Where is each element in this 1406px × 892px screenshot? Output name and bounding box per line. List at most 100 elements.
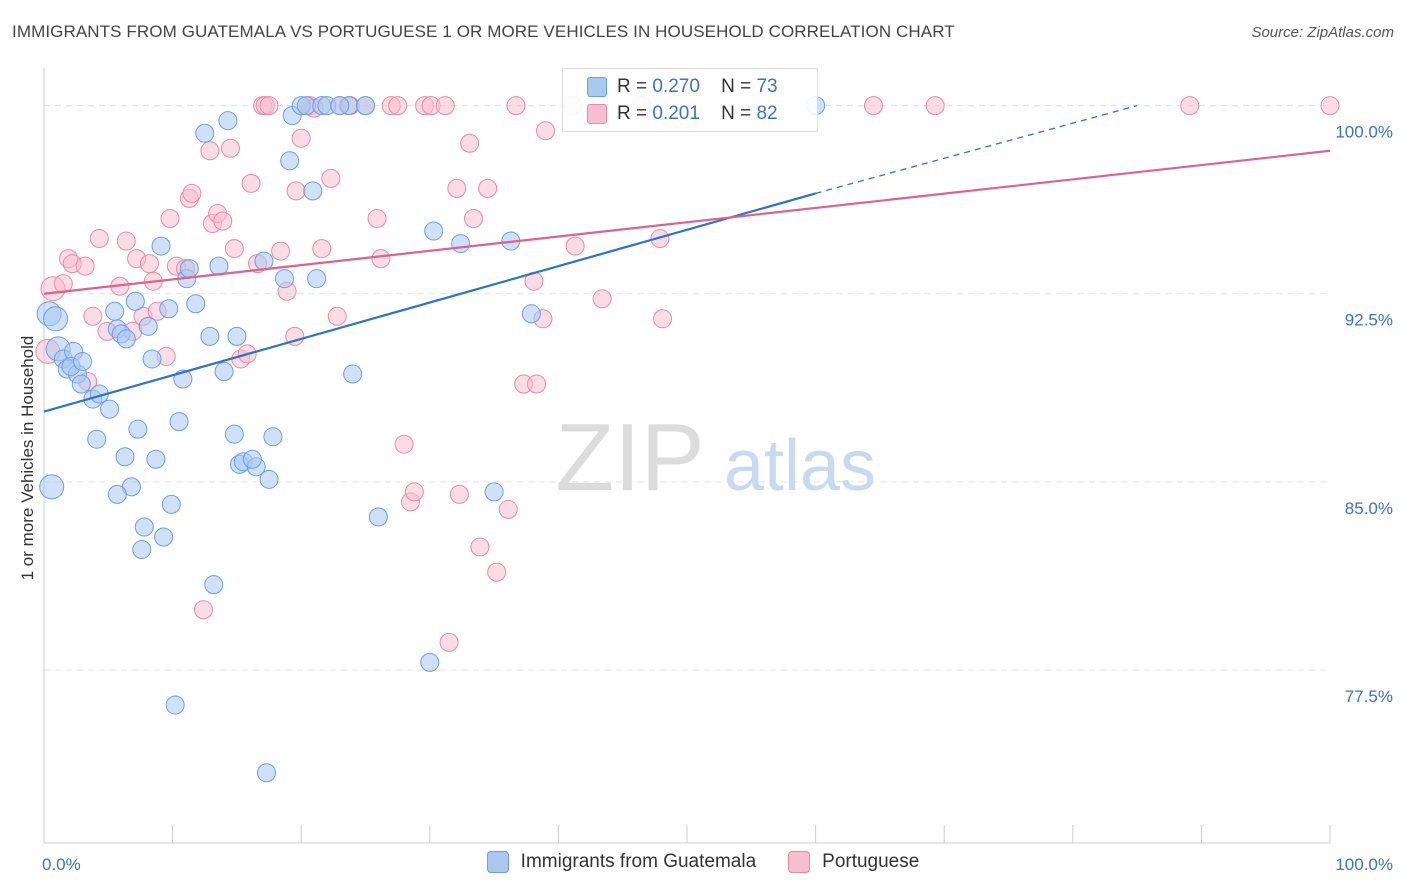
data-point-guatemala — [165, 695, 185, 715]
legend-label-portuguese: Portuguese — [822, 851, 920, 872]
data-point-guatemala — [356, 96, 375, 116]
data-point-portuguese — [536, 121, 556, 141]
data-point-guatemala — [161, 494, 181, 514]
data-point-guatemala — [420, 652, 440, 672]
trend-line-guatemala — [43, 192, 816, 413]
stats-legend: R = 0.270 N = 73 R = 0.201 N = 82 — [562, 68, 818, 132]
data-point-portuguese — [439, 632, 459, 652]
data-point-portuguese — [224, 239, 244, 259]
data-point-portuguese — [53, 274, 73, 294]
data-point-guatemala — [116, 329, 136, 349]
data-point-portuguese — [470, 537, 490, 557]
series-legend: Immigrants from Guatemala Portuguese — [0, 851, 1406, 873]
data-point-guatemala — [330, 96, 350, 116]
data-point-guatemala — [227, 326, 247, 346]
data-point-guatemala — [134, 517, 154, 537]
data-point-portuguese — [487, 562, 507, 582]
axes — [43, 68, 1331, 844]
data-point-guatemala — [521, 304, 541, 324]
data-point-guatemala — [224, 424, 244, 444]
data-point-guatemala — [154, 527, 174, 547]
grid-lines — [44, 105, 1330, 671]
data-point-portuguese — [1320, 96, 1340, 116]
trend-line-guatemala-extension — [815, 104, 1138, 195]
data-point-guatemala — [151, 236, 171, 256]
data-point-portuguese — [259, 96, 279, 116]
data-point-portuguese — [83, 306, 103, 326]
source-note: Source: ZipAtlas.com — [1251, 24, 1394, 41]
data-point-guatemala — [263, 427, 283, 447]
data-point-portuguese — [371, 249, 391, 269]
trend-lines — [43, 104, 1331, 413]
data-point-guatemala — [142, 349, 162, 369]
data-point-guatemala — [159, 299, 179, 319]
data-point-portuguese — [527, 374, 547, 394]
data-point-portuguese — [200, 141, 220, 161]
data-point-portuguese — [327, 306, 347, 326]
legend-swatch-pink — [788, 851, 811, 873]
trend-line-portuguese — [43, 149, 1331, 295]
data-point-guatemala — [39, 474, 65, 500]
data-point-portuguese — [291, 128, 311, 148]
y-tick-label: 92.5% — [1345, 311, 1393, 330]
data-point-portuguese — [241, 173, 261, 193]
legend-item-guatemala[interactable]: Immigrants from Guatemala — [486, 851, 756, 873]
x-tick-label: 100.0% — [1335, 855, 1393, 874]
data-point-guatemala — [451, 234, 471, 254]
data-point-portuguese — [498, 499, 518, 519]
legend-r-label: R = — [617, 76, 648, 97]
legend-r-value: 0.201 — [652, 103, 700, 124]
tick-labels: 77.5% 85.0% 92.5% 100.0% 0.0% 100.0% — [42, 123, 1393, 874]
data-point-guatemala — [259, 469, 279, 489]
legend-row-portuguese: R = 0.201 N = 82 — [587, 101, 778, 127]
data-point-portuguese — [367, 208, 387, 228]
data-point-portuguese — [435, 96, 455, 116]
data-point-portuguese — [271, 241, 291, 261]
data-point-guatemala — [484, 482, 504, 502]
data-point-portuguese — [388, 96, 408, 116]
legend-swatch-pink — [587, 104, 607, 124]
data-point-portuguese — [478, 178, 498, 198]
data-point-guatemala — [105, 301, 125, 321]
data-point-portuguese — [89, 229, 109, 249]
legend-n-label: N = — [721, 103, 752, 124]
data-point-portuguese — [449, 484, 469, 504]
data-point-portuguese — [139, 254, 159, 274]
data-point-portuguese — [182, 183, 202, 203]
data-point-guatemala — [204, 575, 224, 595]
data-point-guatemala — [280, 151, 300, 171]
data-point-portuguese — [193, 600, 213, 620]
data-point-guatemala — [307, 269, 327, 289]
watermark-atlas: atlas — [724, 426, 876, 506]
data-point-portuguese — [464, 208, 484, 228]
x-tick-label: 0.0% — [42, 855, 81, 874]
series-guatemala-points — [36, 96, 826, 783]
data-point-guatemala — [43, 306, 69, 332]
data-point-guatemala — [132, 540, 152, 560]
data-point-guatemala — [209, 256, 229, 276]
legend-swatch-blue — [486, 851, 509, 873]
data-point-guatemala — [179, 259, 199, 279]
data-point-guatemala — [218, 111, 238, 131]
y-tick-label: 100.0% — [1335, 123, 1393, 142]
data-point-portuguese — [925, 96, 945, 116]
legend-row-guatemala: R = 0.270 N = 73 — [587, 74, 778, 100]
data-point-portuguese — [116, 231, 136, 251]
data-point-guatemala — [71, 374, 91, 394]
legend-r-value: 0.270 — [652, 76, 700, 97]
data-point-guatemala — [242, 449, 262, 469]
legend-r-label: R = — [617, 103, 648, 124]
data-point-guatemala — [256, 763, 276, 783]
data-point-portuguese — [460, 133, 480, 153]
legend-item-portuguese[interactable]: Portuguese — [788, 851, 919, 873]
data-point-portuguese — [506, 96, 526, 116]
data-point-guatemala — [274, 269, 294, 289]
legend-n-value: 82 — [756, 103, 778, 124]
watermark-zip: ZIP — [555, 404, 704, 511]
y-tick-label: 85.0% — [1345, 499, 1393, 518]
data-point-portuguese — [592, 289, 612, 309]
data-point-guatemala — [214, 361, 234, 381]
data-point-guatemala — [186, 294, 206, 314]
data-point-guatemala — [73, 351, 93, 371]
data-point-guatemala — [146, 449, 166, 469]
